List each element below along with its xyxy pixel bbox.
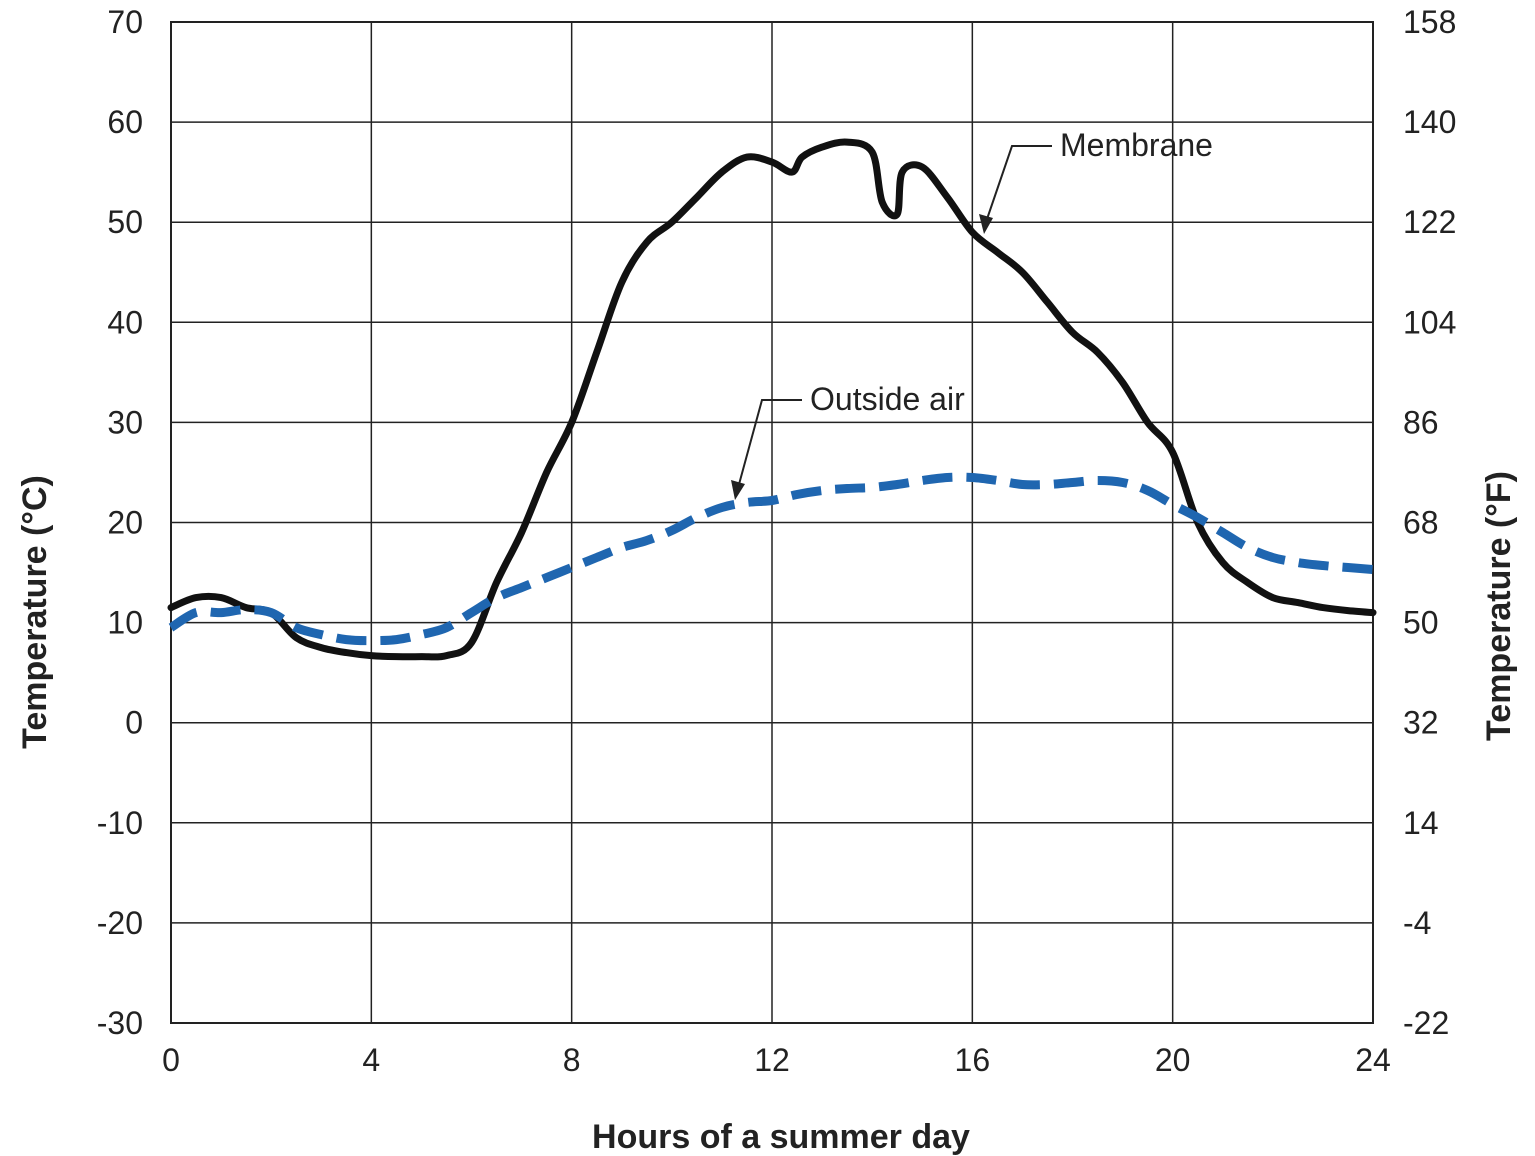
y-right-tick-label: 104 xyxy=(1403,304,1456,340)
y-right-tick-label: -22 xyxy=(1403,1005,1449,1041)
y-right-tick-label: 122 xyxy=(1403,204,1456,240)
x-tick-label: 8 xyxy=(563,1042,581,1078)
membrane-leader-line xyxy=(985,145,1052,223)
x-axis-title: Hours of a summer day xyxy=(592,1118,970,1156)
y-right-tick-label: 158 xyxy=(1403,4,1456,40)
y-left-tick-label: 0 xyxy=(125,705,143,741)
y-right-tick-label: -4 xyxy=(1403,905,1431,941)
y-left-tick-label: -10 xyxy=(97,805,143,841)
y-left-tick-label: 30 xyxy=(107,404,143,440)
y-left-tick-label: 70 xyxy=(107,4,143,40)
x-tick-label: 16 xyxy=(955,1042,991,1078)
outside-air-leader-line xyxy=(737,399,802,489)
x-tick-label: 4 xyxy=(362,1042,380,1078)
y-right-tick-label: 140 xyxy=(1403,104,1456,140)
series-layer xyxy=(167,138,1377,661)
x-tick-label: 0 xyxy=(162,1042,180,1078)
membrane-label: Membrane xyxy=(1060,127,1213,163)
outside-air-annotation: Outside air xyxy=(731,381,965,500)
y-left-tick-label: 40 xyxy=(107,304,143,340)
y-axis-right-title: Temperature (°F) xyxy=(1480,471,1518,741)
y-left-tick-label: 60 xyxy=(107,104,143,140)
y-left-tick-label: 20 xyxy=(107,505,143,541)
y-left-tick-label: 10 xyxy=(107,605,143,641)
y-right-tick-label: 32 xyxy=(1403,705,1439,741)
outside-air-label: Outside air xyxy=(810,381,965,417)
x-tick-label: 20 xyxy=(1155,1042,1191,1078)
y-right-tick-label: 86 xyxy=(1403,404,1439,440)
y-axis-left-title: Temperature (°C) xyxy=(16,475,54,749)
grid xyxy=(170,21,1374,1024)
x-tick-label: 24 xyxy=(1355,1042,1391,1078)
membrane-annotation: Membrane xyxy=(979,127,1213,234)
y-right-tick-label: 14 xyxy=(1403,805,1439,841)
y-left-tick-label: -30 xyxy=(97,1005,143,1041)
outside-air-line xyxy=(168,472,1374,646)
x-tick-label: 12 xyxy=(754,1042,790,1078)
outside-air-leader-arrowhead xyxy=(731,480,745,500)
y-right-tick-label: 50 xyxy=(1403,605,1439,641)
membrane-leader-arrowhead xyxy=(979,214,993,234)
membrane-line xyxy=(167,138,1377,661)
y-right-tick-label: 68 xyxy=(1403,505,1439,541)
y-left-tick-label: 50 xyxy=(107,204,143,240)
y-left-tick-label: -20 xyxy=(97,905,143,941)
plot-frame xyxy=(170,21,1374,1024)
